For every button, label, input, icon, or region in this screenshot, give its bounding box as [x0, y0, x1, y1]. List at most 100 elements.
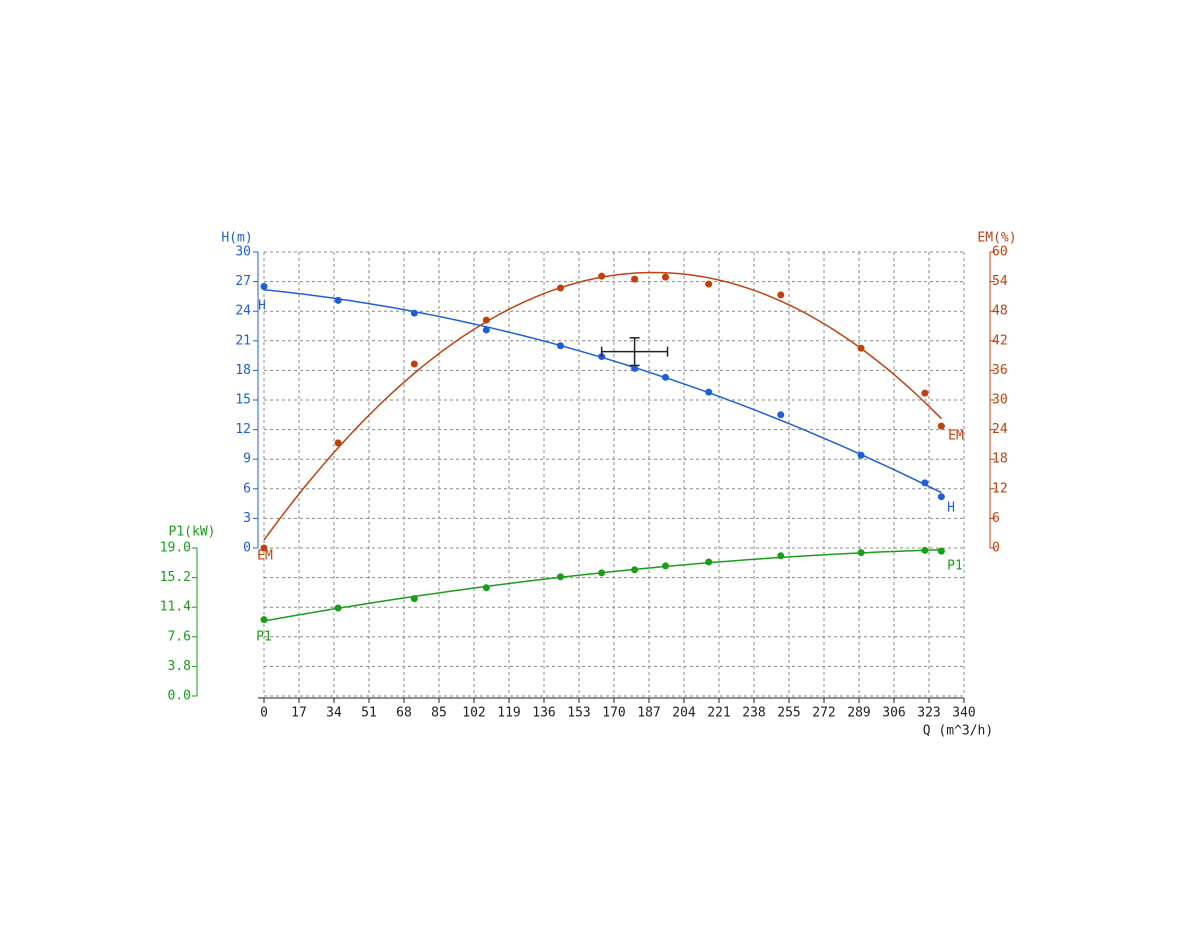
data-point: [857, 549, 865, 557]
x-tick-label: 272: [812, 706, 835, 721]
y-tick-label: 21: [235, 333, 251, 348]
data-point: [631, 364, 639, 372]
data-point: [260, 283, 268, 291]
data-point: [598, 569, 606, 577]
data-point: [921, 389, 929, 397]
curve-label: H: [947, 501, 955, 516]
curve-label: P1: [947, 559, 963, 574]
data-point: [937, 547, 945, 555]
data-point: [661, 562, 669, 570]
data-point: [260, 544, 268, 552]
y2-tick-label: 24: [992, 422, 1008, 437]
data-point: [482, 326, 490, 334]
data-point: [410, 595, 418, 603]
x-tick-label: 68: [396, 706, 412, 721]
x-tick-label: 102: [462, 706, 485, 721]
x-tick-label: 170: [602, 706, 625, 721]
x-tick-label: 323: [917, 706, 940, 721]
y3-tick-label: 0.0: [168, 689, 191, 704]
y2-tick-label: 60: [992, 245, 1008, 260]
x-tick-label: 85: [431, 706, 447, 721]
y2-tick-label: 30: [992, 393, 1008, 408]
y2-tick-label: 6: [992, 511, 1000, 526]
x-tick-label: 255: [777, 706, 800, 721]
x-tick-label: 221: [707, 706, 730, 721]
y-tick-label: 3: [243, 511, 251, 526]
y2-tick-label: 48: [992, 304, 1008, 319]
y3-tick-label: 19.0: [160, 541, 191, 556]
x-axis-title: Q (m^3/h): [923, 724, 993, 739]
data-point: [921, 546, 929, 554]
y3-tick-label: 7.6: [168, 629, 191, 644]
data-point: [857, 344, 865, 352]
y2-tick-label: 54: [992, 274, 1008, 289]
curve-label: H: [258, 299, 266, 314]
data-point: [777, 291, 785, 299]
data-point: [410, 309, 418, 317]
data-point: [937, 493, 945, 501]
x-tick-label: 119: [497, 706, 520, 721]
data-point: [857, 451, 865, 459]
x-tick-label: 238: [742, 706, 765, 721]
data-point: [260, 616, 268, 624]
data-point: [631, 566, 639, 574]
x-tick-label: 17: [291, 706, 307, 721]
y-tick-label: 9: [243, 452, 251, 467]
data-point: [661, 373, 669, 381]
y-tick-label: 6: [243, 481, 251, 496]
fit-curve: [263, 288, 942, 494]
curve-label: EM: [948, 429, 964, 444]
data-point: [556, 573, 564, 581]
data-point: [705, 388, 713, 396]
y-tick-label: 12: [235, 422, 251, 437]
y-tick-label: 30: [235, 245, 251, 260]
y2-tick-label: 18: [992, 452, 1008, 467]
x-tick-label: 153: [567, 706, 590, 721]
data-point: [482, 316, 490, 324]
curve-label: EM: [257, 549, 273, 564]
y-tick-label: 18: [235, 363, 251, 378]
data-point: [661, 273, 669, 281]
y-tick-label: 24: [235, 304, 251, 319]
data-point: [777, 552, 785, 560]
data-point: [482, 584, 490, 592]
x-tick-label: 204: [672, 706, 696, 721]
y-tick-label: 15: [235, 393, 251, 408]
y-tick-label: 0: [243, 541, 251, 556]
data-point: [705, 558, 713, 566]
y2-tick-label: 12: [992, 481, 1008, 496]
data-point: [556, 342, 564, 350]
y2-tick-label: 36: [992, 363, 1008, 378]
x-tick-label: 340: [952, 706, 975, 721]
data-point: [334, 296, 342, 304]
data-point: [334, 439, 342, 447]
x-tick-label: 136: [532, 706, 555, 721]
y2-tick-label: 42: [992, 333, 1008, 348]
y3-tick-label: 11.4: [160, 600, 191, 615]
y3-tick-label: 15.2: [160, 570, 191, 585]
fit-curve: [263, 549, 942, 622]
data-point: [921, 479, 929, 487]
y3-axis-title: P1(kW): [169, 525, 216, 540]
y-tick-label: 27: [235, 274, 251, 289]
x-tick-label: 289: [847, 706, 870, 721]
x-tick-label: 0: [260, 706, 268, 721]
y2-axis-title: EM(%): [977, 231, 1016, 246]
data-point: [937, 422, 945, 430]
y3-tick-label: 3.8: [168, 659, 191, 674]
x-tick-label: 51: [361, 706, 377, 721]
data-point: [705, 280, 713, 288]
x-tick-label: 187: [637, 706, 660, 721]
data-point: [334, 604, 342, 612]
data-point: [556, 284, 564, 292]
x-tick-label: 306: [882, 706, 905, 721]
data-point: [777, 411, 785, 419]
x-tick-label: 34: [326, 706, 342, 721]
data-point: [598, 272, 606, 280]
data-point: [410, 360, 418, 368]
fit-curve: [263, 271, 942, 541]
data-point: [631, 275, 639, 283]
y2-tick-label: 0: [992, 541, 1000, 556]
y-axis-title: H(m): [221, 231, 252, 246]
